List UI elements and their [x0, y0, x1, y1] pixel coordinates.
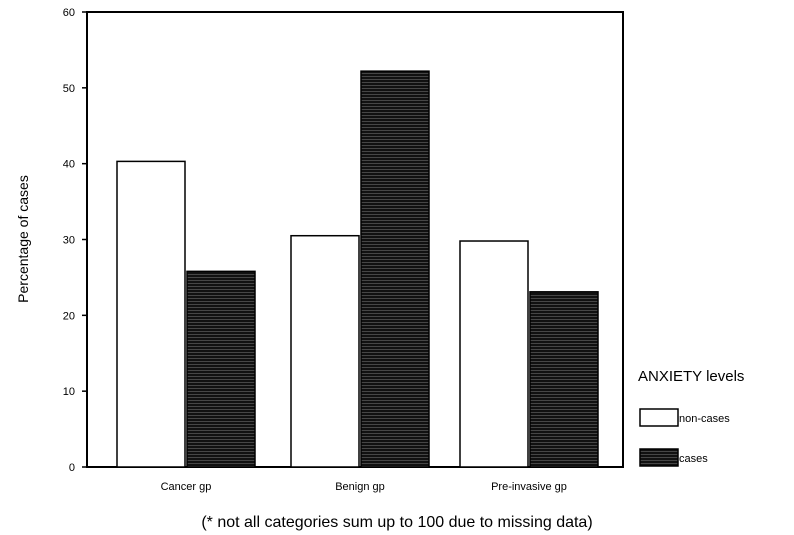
x-category-label: Cancer gp	[161, 481, 212, 493]
y-axis-label: Percentage of cases	[15, 175, 31, 303]
bar-non-cases-3	[459, 240, 529, 468]
y-tick-label: 10	[63, 386, 75, 398]
y-tick-label: 40	[63, 159, 75, 171]
y-tick-label: 60	[63, 7, 75, 19]
legend-swatch-non-cases	[639, 408, 679, 427]
bar-non-cases-1	[116, 160, 186, 468]
y-tick-label: 20	[63, 310, 75, 322]
x-category-label: Benign gp	[335, 481, 385, 493]
bar-cases-1	[186, 270, 256, 468]
bar-non-cases-2	[290, 234, 360, 468]
bar-cases-2	[360, 70, 430, 468]
legend-title: ANXIETY levels	[638, 368, 744, 385]
legend-swatch-cases	[639, 448, 679, 467]
y-tick-label: 50	[63, 83, 75, 95]
x-category-label: Pre-invasive gp	[491, 481, 567, 493]
footnote: (* not all categories sum up to 100 due …	[201, 514, 592, 531]
y-tick-label: 0	[69, 462, 75, 474]
bar-cases-3	[529, 291, 599, 468]
legend-label-cases: cases	[679, 453, 708, 465]
legend-label-non-cases: non-cases	[679, 413, 730, 425]
y-tick-label: 30	[63, 235, 75, 247]
